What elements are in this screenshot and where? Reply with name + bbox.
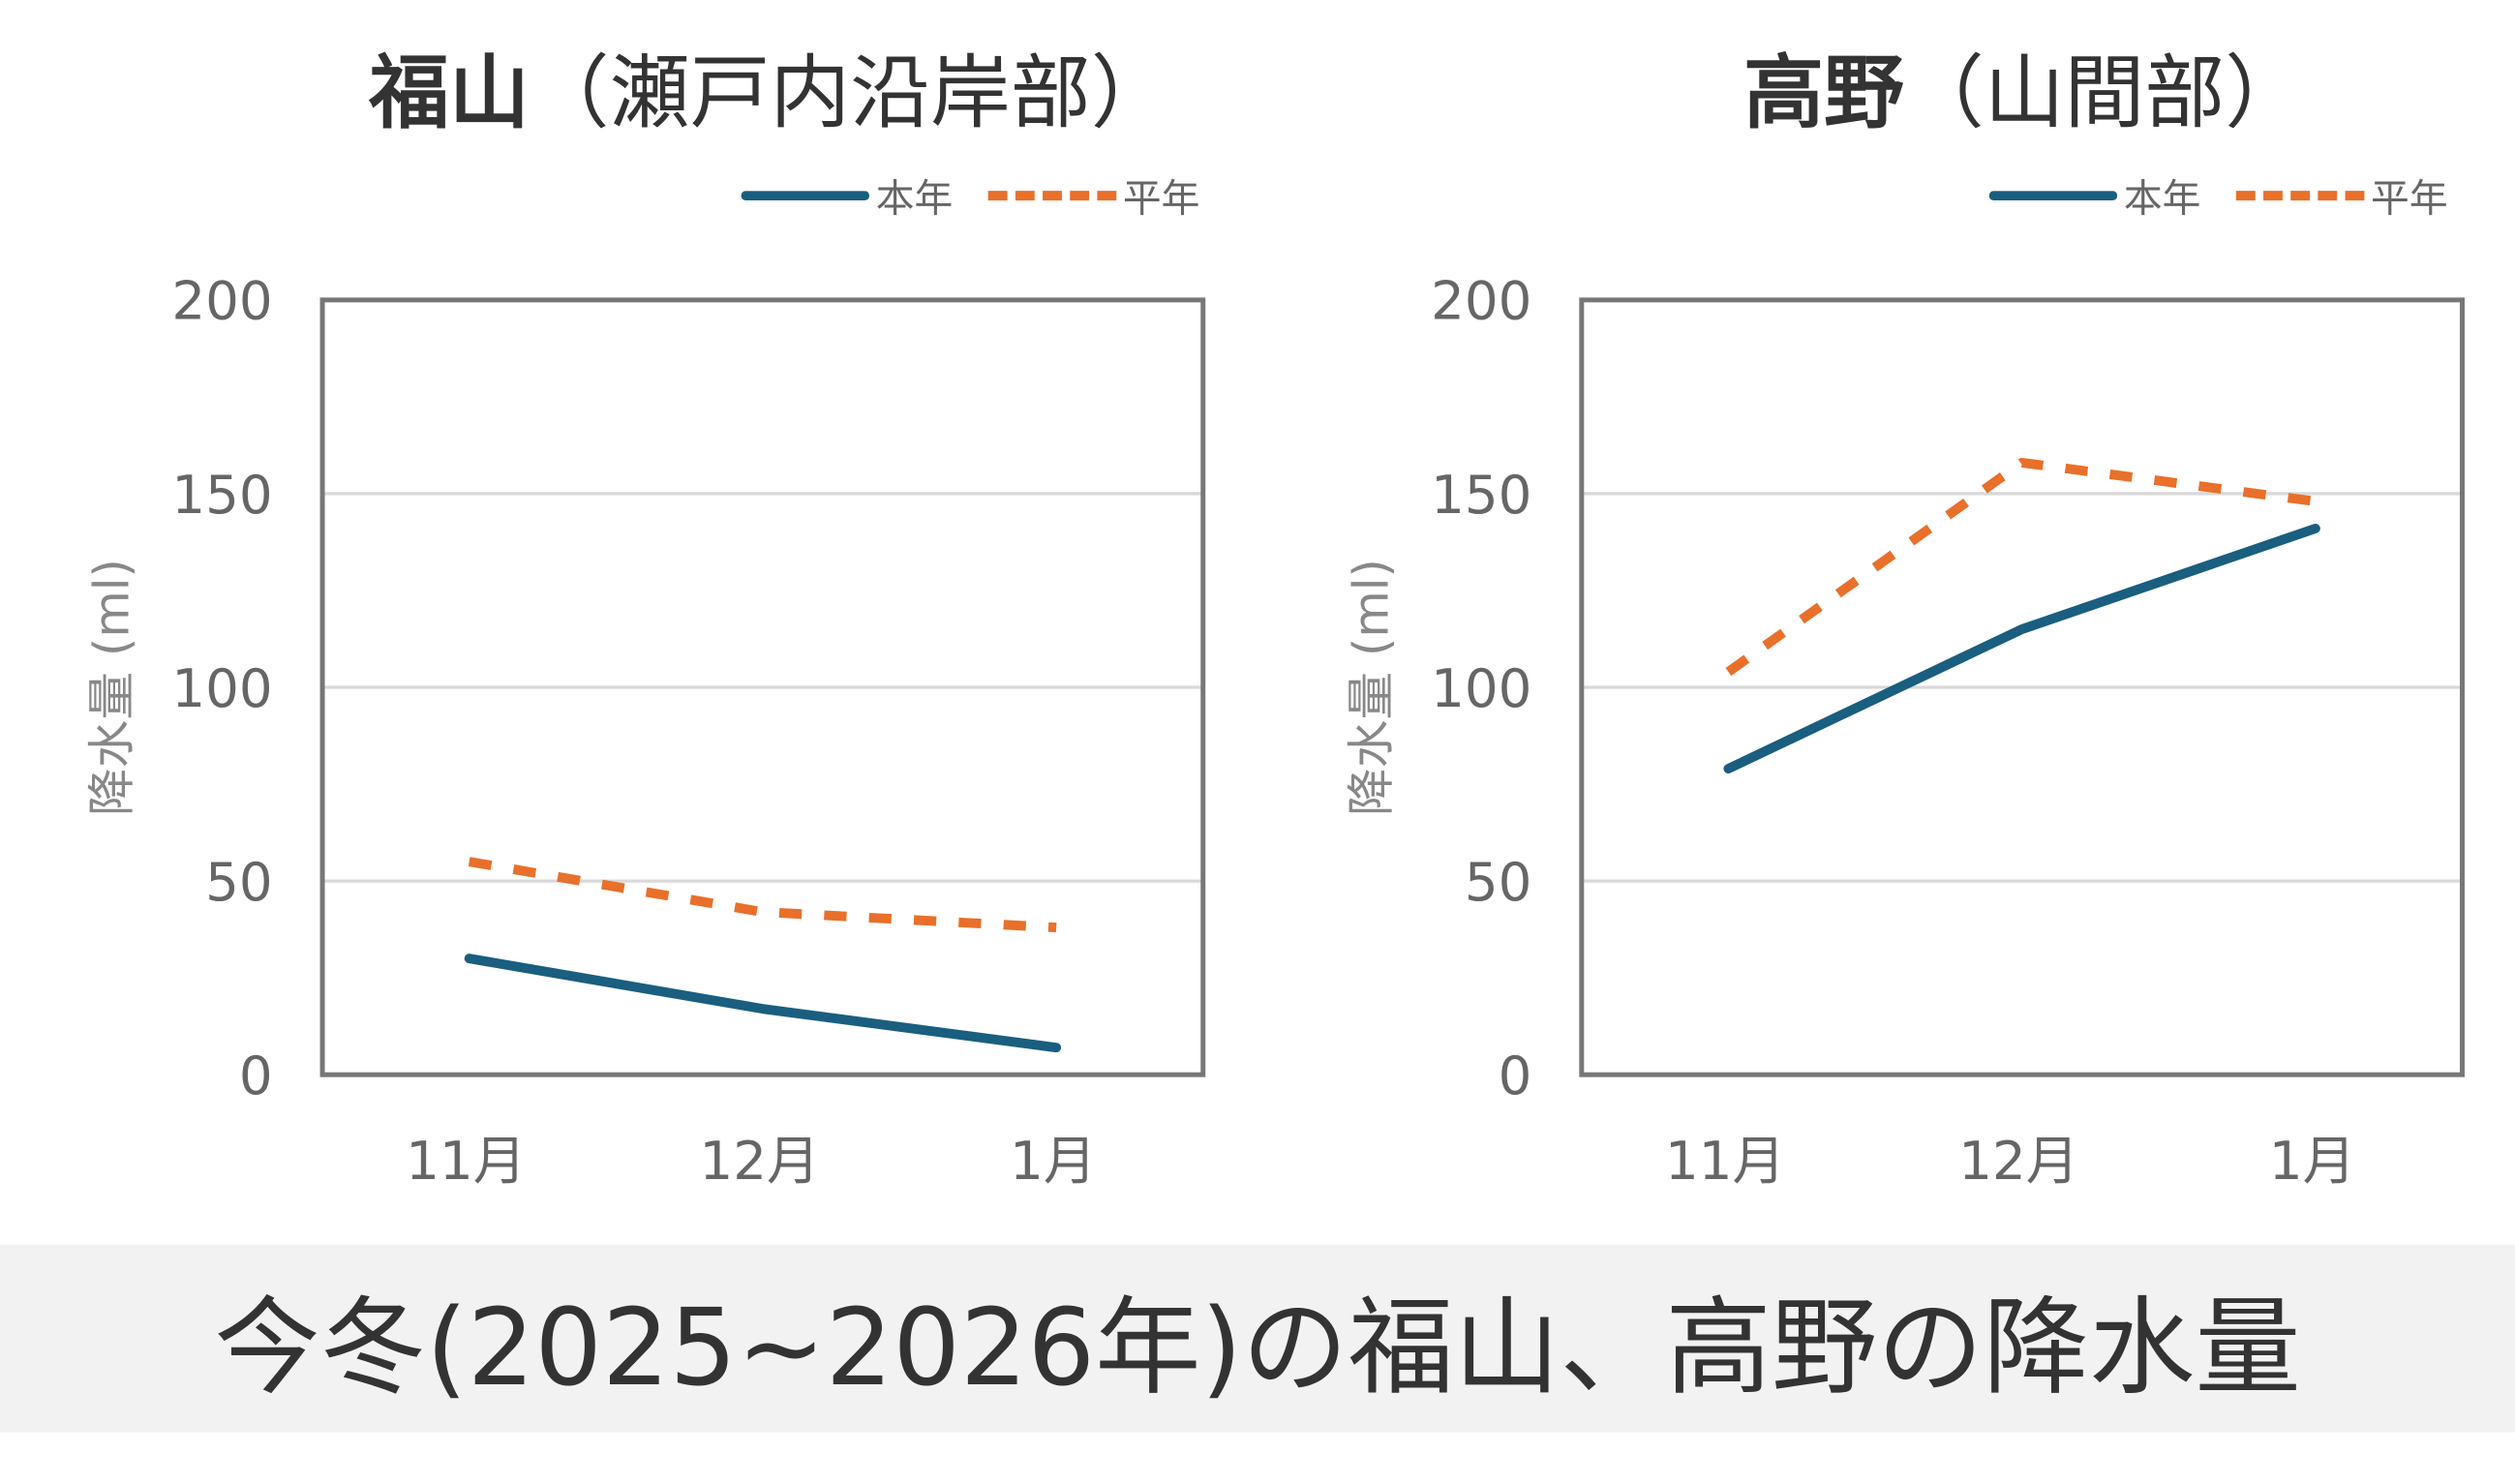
series-line-normal bbox=[468, 857, 1057, 933]
y-tick-label: 50 bbox=[205, 851, 273, 913]
legend-swatch-this-year bbox=[1988, 190, 2118, 200]
title-main: 福山 bbox=[369, 46, 530, 140]
x-tick-label: 1月 bbox=[1010, 1130, 1096, 1192]
title-sub: （山間部） bbox=[1903, 46, 2306, 140]
x-tick-label: 11月 bbox=[1665, 1130, 1785, 1192]
legend-swatch-this-year bbox=[741, 190, 870, 200]
y-tick-label: 150 bbox=[1431, 464, 1531, 526]
y-tick-label: 50 bbox=[1465, 851, 1532, 913]
series-line-this-year bbox=[1723, 523, 2320, 774]
title-sub: （瀬戸内沿岸部） bbox=[529, 46, 1171, 140]
legend-fukuyama: 本年 平年 bbox=[741, 167, 1200, 223]
legend-swatch-normal bbox=[2235, 190, 2365, 200]
series-line-this-year bbox=[464, 954, 1062, 1053]
x-tick-label: 1月 bbox=[2269, 1130, 2355, 1192]
y-tick-label: 0 bbox=[1499, 1045, 1532, 1106]
chart-fukuyama: 0 50 100 150 200 11月 12月 1月 降水量 (ml) bbox=[84, 270, 1206, 1192]
title-main: 高野 bbox=[1743, 46, 1904, 140]
legend-label: 本年 bbox=[2123, 176, 2201, 222]
chart-title-fukuyama: 福山（瀬戸内沿岸部） bbox=[369, 29, 1171, 144]
plot-frame bbox=[1579, 297, 2465, 1077]
legend-koya: 本年 平年 bbox=[1988, 167, 2448, 223]
x-tick-label: 11月 bbox=[406, 1130, 526, 1192]
y-tick-label: 0 bbox=[239, 1045, 273, 1106]
y-tick-label: 100 bbox=[1431, 657, 1531, 719]
y-tick-label: 200 bbox=[171, 270, 272, 332]
chart-title-koya: 高野（山間部） bbox=[1743, 29, 2305, 144]
legend-label: 本年 bbox=[875, 176, 954, 222]
x-tick-label: 12月 bbox=[699, 1130, 819, 1192]
caption: 今冬(2025~2026年)の福山、高野の降水量 bbox=[0, 1244, 2515, 1433]
plot-frame bbox=[319, 297, 1206, 1077]
y-axis-label: 降水量 (ml) bbox=[1343, 559, 1399, 816]
legend-label: 平年 bbox=[1122, 176, 1200, 222]
y-tick-label: 200 bbox=[1431, 270, 1531, 332]
legend-swatch-normal bbox=[987, 190, 1117, 200]
y-axis-label: 降水量 (ml) bbox=[84, 559, 140, 816]
x-tick-label: 12月 bbox=[1958, 1130, 2078, 1192]
legend-label: 平年 bbox=[2371, 176, 2448, 222]
chart-koya: 0 50 100 150 200 11月 12月 1月 降水量 (ml) bbox=[1343, 270, 2465, 1192]
y-tick-label: 100 bbox=[171, 657, 272, 719]
y-tick-label: 150 bbox=[171, 464, 272, 526]
